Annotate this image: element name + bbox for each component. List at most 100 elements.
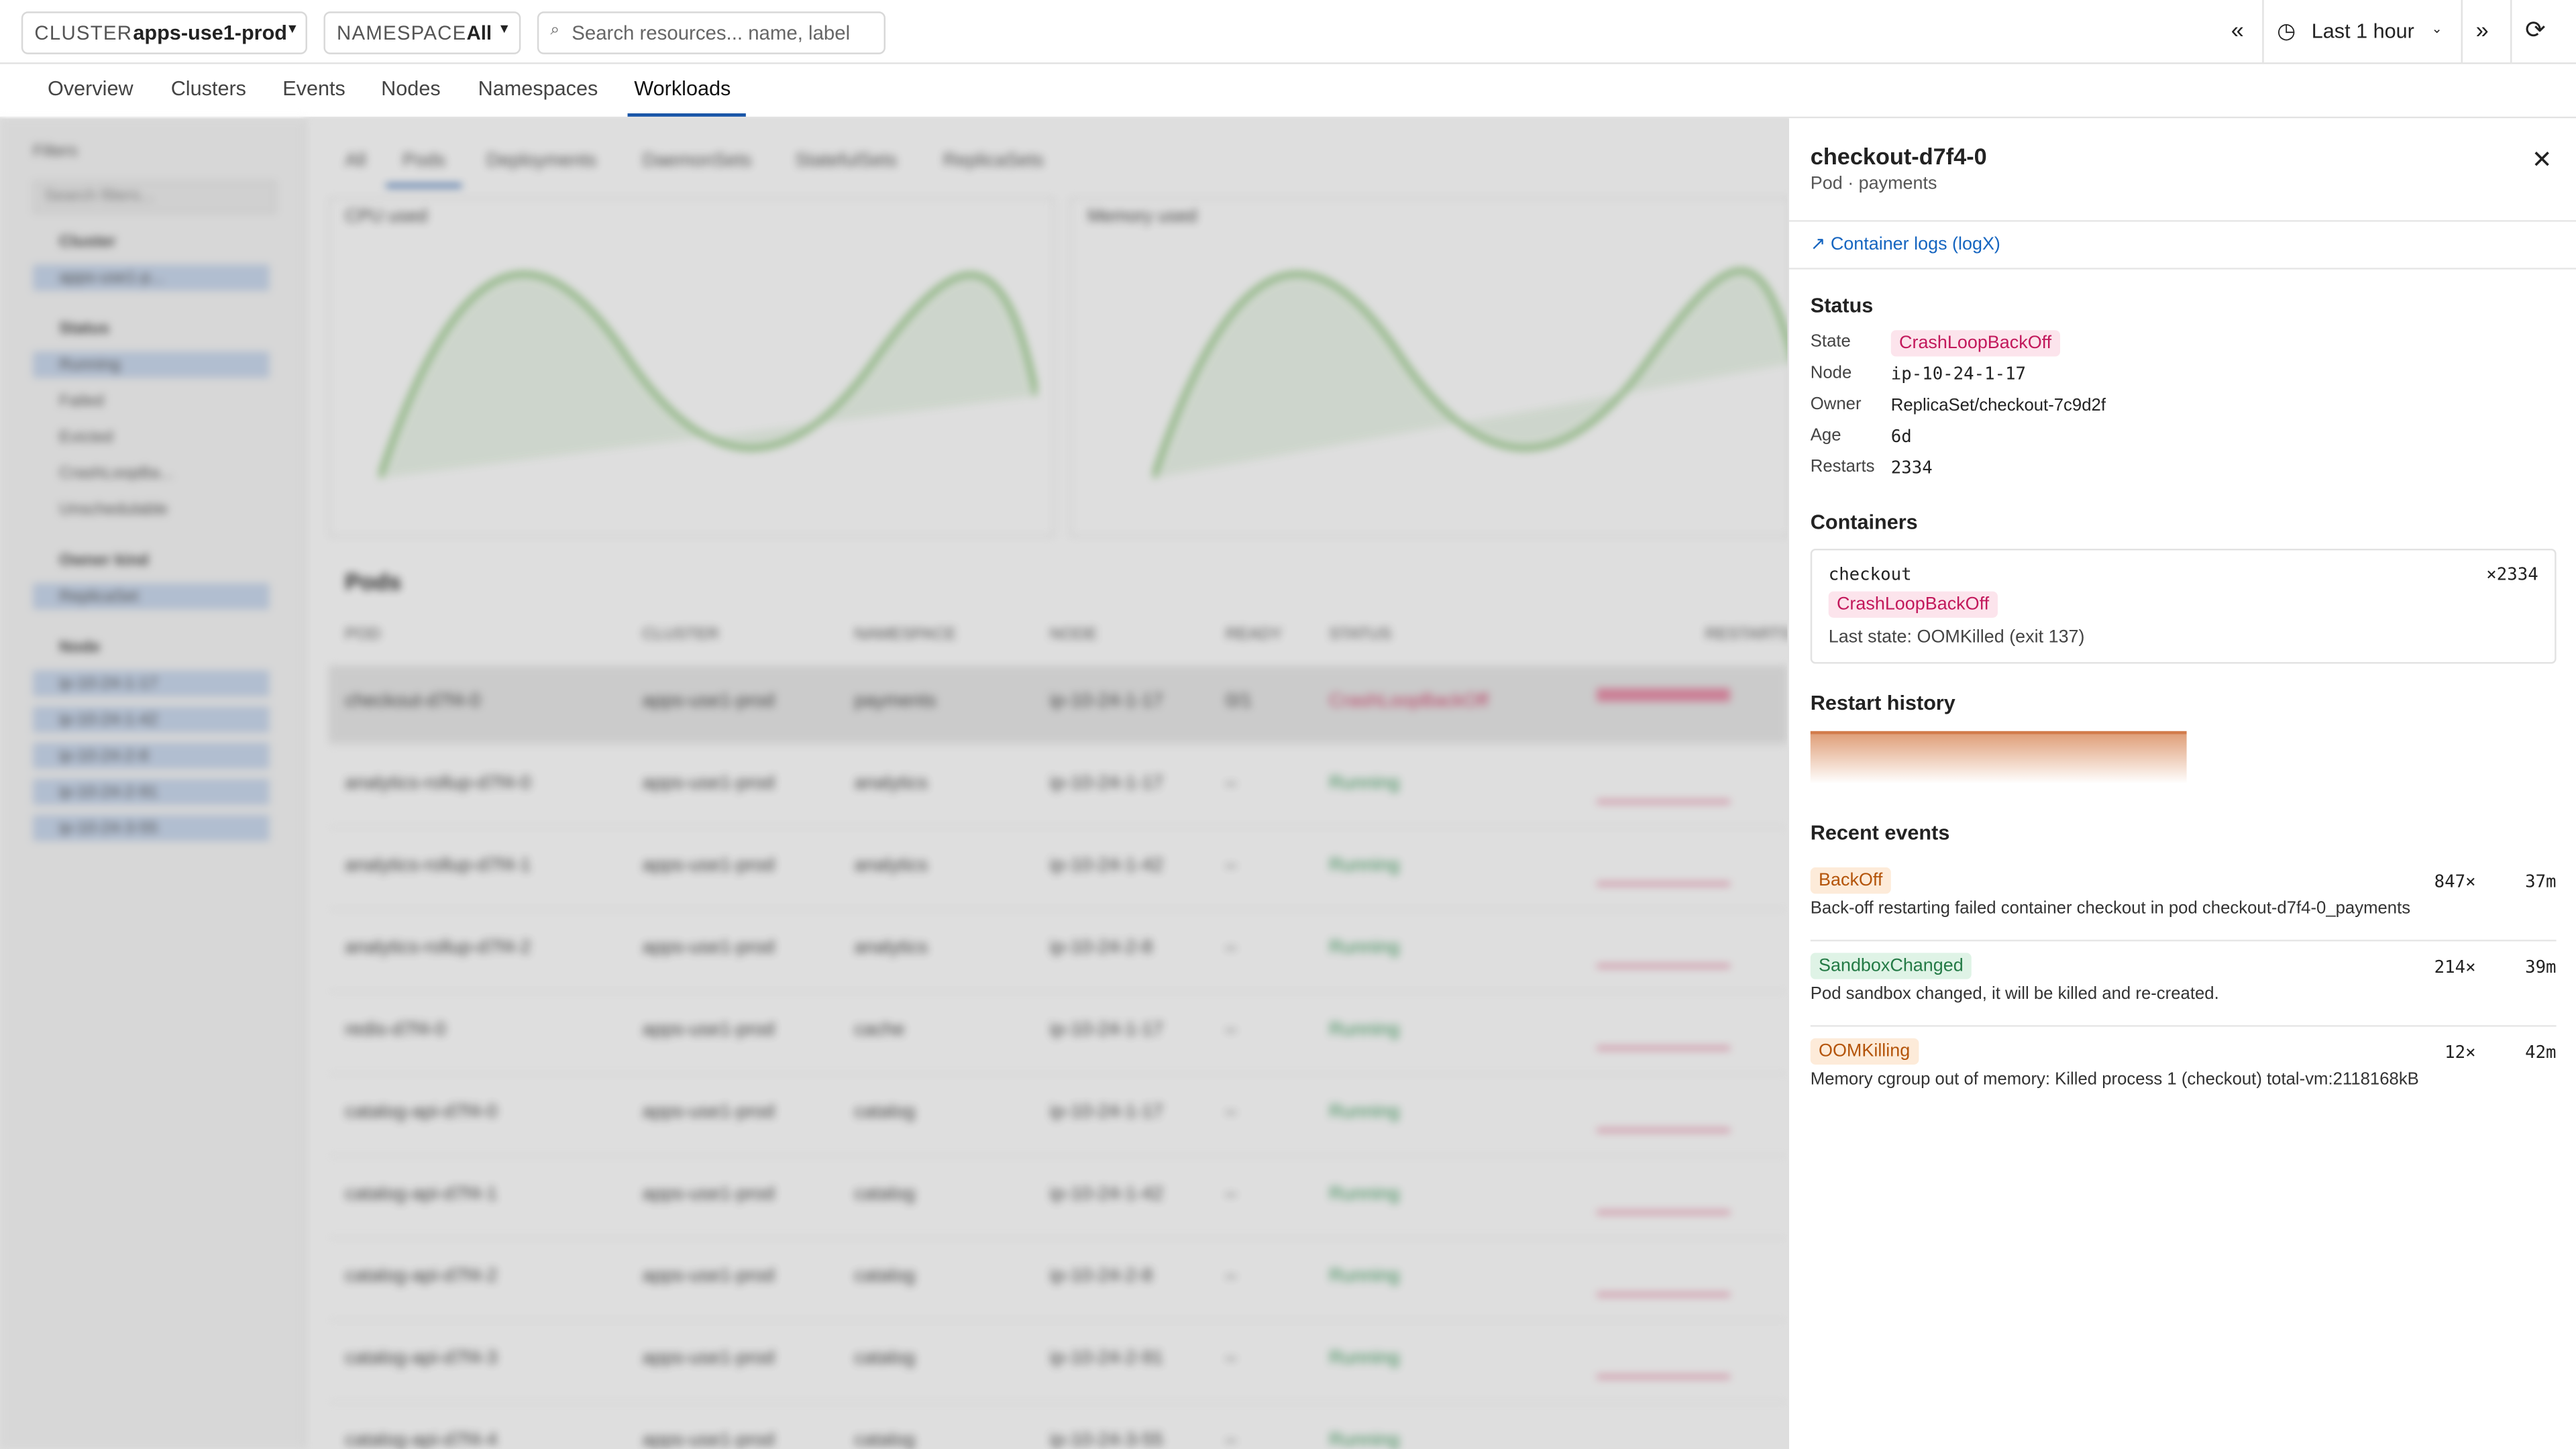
event-reason: OOMKilling [1810, 1038, 1919, 1065]
container-card: checkout ×2334 CrashLoopBackOff Last sta… [1810, 548, 2557, 664]
row-divider [328, 1401, 1788, 1403]
divider [1810, 939, 2557, 942]
sub-tab[interactable]: StatefulSets [795, 151, 898, 171]
filter-label: ReplicaSet [59, 588, 139, 606]
status-value: 2334 [1890, 458, 1933, 478]
container-name: checkout [1828, 565, 1912, 585]
table-cell: – [1225, 938, 1236, 958]
table-cell: apps-use1-prod [642, 855, 775, 876]
table-cell: apps-use1-prod [642, 1184, 775, 1205]
overlay[interactable] [0, 118, 1788, 1449]
divider [1788, 220, 2576, 222]
row-divider [328, 1237, 1788, 1239]
time-range[interactable]: Last 1 hour [2311, 19, 2414, 43]
filter-item[interactable] [32, 670, 270, 697]
table-cell: catalog [854, 1267, 916, 1287]
table-cell: Running [1329, 1267, 1400, 1287]
selected-row [328, 665, 1788, 743]
table-cell: CrashLoopBackOff [1329, 692, 1489, 712]
table-cell[interactable]: analytics-rollup-d7f4-2 [345, 938, 531, 958]
table-cell[interactable]: checkout-d7f4-0 [345, 692, 481, 712]
nav-tab[interactable]: Overview [48, 77, 133, 101]
table-cell: apps-use1-prod [642, 1348, 775, 1369]
filter-item[interactable] [32, 352, 270, 378]
table-cell[interactable]: catalog-api-d7f4-0 [345, 1102, 498, 1122]
table-cell: analytics [854, 773, 928, 794]
table-cell[interactable]: redis-d7f4-0 [345, 1020, 446, 1040]
caret: ▼ [286, 21, 299, 36]
clock-icon: ◷ [2277, 17, 2296, 43]
table-cell: – [1225, 1267, 1236, 1287]
filter-item[interactable] [32, 778, 270, 806]
table-cell[interactable]: catalog-api-d7f4-4 [345, 1431, 498, 1449]
table-cell: catalog [854, 1431, 916, 1449]
table-cell: – [1225, 1431, 1236, 1449]
sub-tab-underline [386, 184, 462, 188]
restart-sparkline [1597, 1046, 1730, 1050]
sub-tab[interactable]: DaemonSets [642, 151, 752, 171]
table-cell: ip-10-24-1-17 [1049, 1020, 1163, 1040]
table-cell: catalog [854, 1184, 916, 1205]
refresh-button[interactable]: ⟳ [2525, 16, 2546, 45]
filter-item[interactable] [32, 742, 270, 769]
namespace-select[interactable]: NAMESPACE All ▼ [323, 11, 521, 54]
table-cell: ip-10-24-1-42 [1049, 1184, 1163, 1205]
cluster-value: apps-use1-prod [133, 21, 287, 45]
restart-sparkline [1597, 688, 1730, 702]
filter-group-title: Owner kind [59, 551, 149, 570]
nav-tab[interactable]: Events [282, 77, 345, 101]
table-cell: Running [1329, 855, 1400, 876]
cluster-label: CLUSTER [34, 21, 133, 45]
filter-label: Failed [59, 392, 104, 411]
workloads-view: Filters Search filters... Cluster apps-use1… [0, 118, 1794, 1449]
table-cell[interactable]: analytics-rollup-d7f4-1 [345, 855, 531, 876]
section-title: Containers [1810, 511, 1918, 534]
table-cell: ip-10-24-1-42 [1049, 855, 1163, 876]
restart-sparkline [1597, 1210, 1730, 1214]
table-cell[interactable]: catalog-api-d7f4-2 [345, 1267, 498, 1287]
table-cell: apps-use1-prod [642, 1267, 775, 1287]
sub-tab[interactable]: All [345, 151, 366, 171]
sub-tab[interactable]: Pods [402, 151, 446, 171]
filter-item[interactable] [32, 706, 270, 733]
filter-item[interactable] [32, 583, 270, 610]
filter-item[interactable] [32, 814, 270, 841]
column-header[interactable]: STATUS [1329, 626, 1392, 645]
next-button[interactable]: » [2475, 16, 2489, 43]
nav-tab[interactable]: Workloads [634, 77, 731, 101]
container-state: CrashLoopBackOff [1828, 591, 1998, 618]
column-header[interactable]: RESTARTS [1705, 626, 1792, 645]
nav-tab[interactable]: Clusters [170, 77, 246, 101]
table-cell: ip-10-24-3-55 [1049, 1431, 1163, 1449]
nav-tab[interactable]: Nodes [381, 77, 441, 101]
column-header[interactable]: NAMESPACE [854, 626, 957, 645]
filter-item[interactable] [32, 264, 270, 291]
table-cell[interactable]: catalog-api-d7f4-1 [345, 1184, 498, 1205]
table-cell[interactable]: analytics-rollup-d7f4-0 [345, 773, 531, 794]
sidebar-search[interactable]: Search filters... [32, 180, 276, 214]
main: All Pods Deployments DaemonSets StatefulSets… [306, 118, 1794, 1449]
restart-sparkline [1597, 800, 1730, 804]
column-header[interactable]: CLUSTER [642, 626, 719, 645]
table-cell[interactable]: catalog-api-d7f4-3 [345, 1348, 498, 1369]
logs-link[interactable]: ↗ Container logs (logX) [1810, 235, 2000, 255]
prev-button[interactable]: « [2231, 16, 2244, 43]
column-header[interactable]: READY [1225, 626, 1283, 645]
column-header[interactable]: NODE [1049, 626, 1097, 645]
cluster-select[interactable]: CLUSTER apps-use1-prod ▼ [21, 11, 307, 54]
filter-label: Running [59, 356, 121, 375]
topbar [0, 0, 2576, 64]
table-cell: apps-use1-prod [642, 692, 775, 712]
table-cell: Running [1329, 1020, 1400, 1040]
restart-sparkline [1597, 882, 1730, 886]
sub-tab[interactable]: ReplicaSets [943, 151, 1044, 171]
table-cell: – [1225, 1184, 1236, 1205]
search-box[interactable]: ⌕ Search resources... name, label [537, 11, 886, 54]
filter-label: ip-10-24-2-8 [59, 747, 149, 766]
nav-tab[interactable]: Namespaces [478, 77, 598, 101]
event-age: 39m [2525, 957, 2557, 978]
close-button[interactable]: ✕ [2531, 146, 2553, 174]
sub-tab[interactable]: Deployments [486, 151, 597, 171]
column-header[interactable]: POD [345, 626, 381, 645]
